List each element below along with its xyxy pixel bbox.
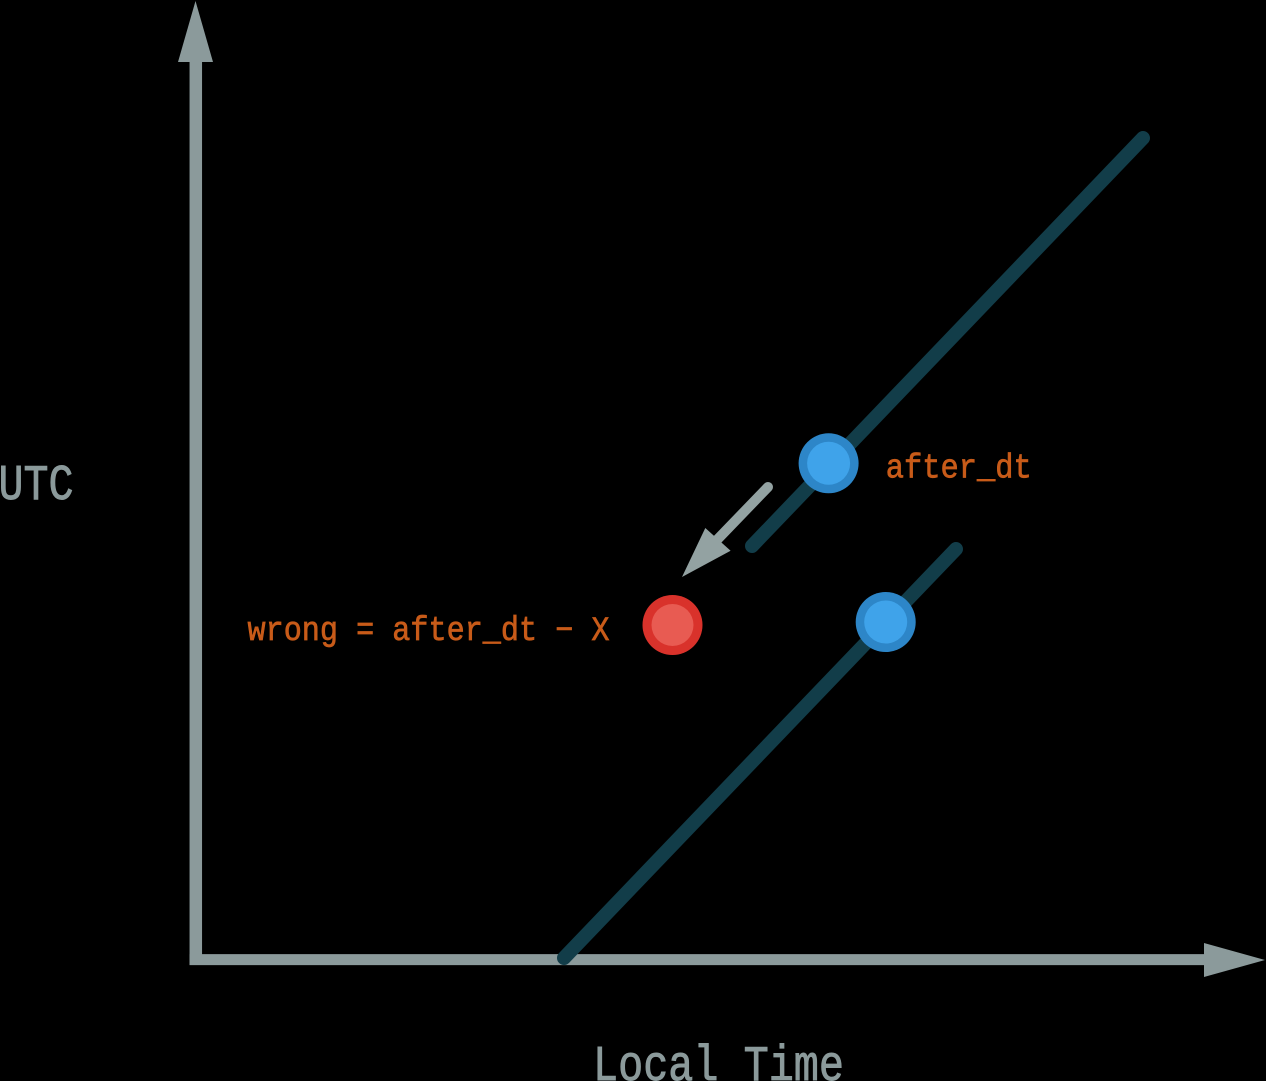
svg-text:UTC: UTC (0, 458, 74, 515)
svg-text:wrong = after_dt − X: wrong = after_dt − X (248, 613, 610, 651)
svg-text:after_dt: after_dt (886, 451, 1032, 489)
svg-text:Local Time: Local Time (593, 1039, 844, 1081)
